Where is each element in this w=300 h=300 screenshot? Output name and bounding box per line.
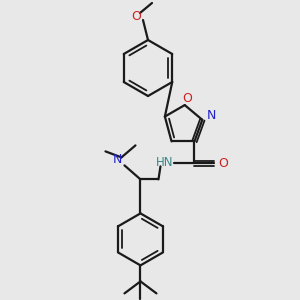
Text: O: O [131,10,141,22]
Text: N: N [207,109,216,122]
Text: N: N [113,153,122,166]
Text: O: O [182,92,192,105]
Text: O: O [218,157,228,170]
Text: HN: HN [156,156,173,169]
